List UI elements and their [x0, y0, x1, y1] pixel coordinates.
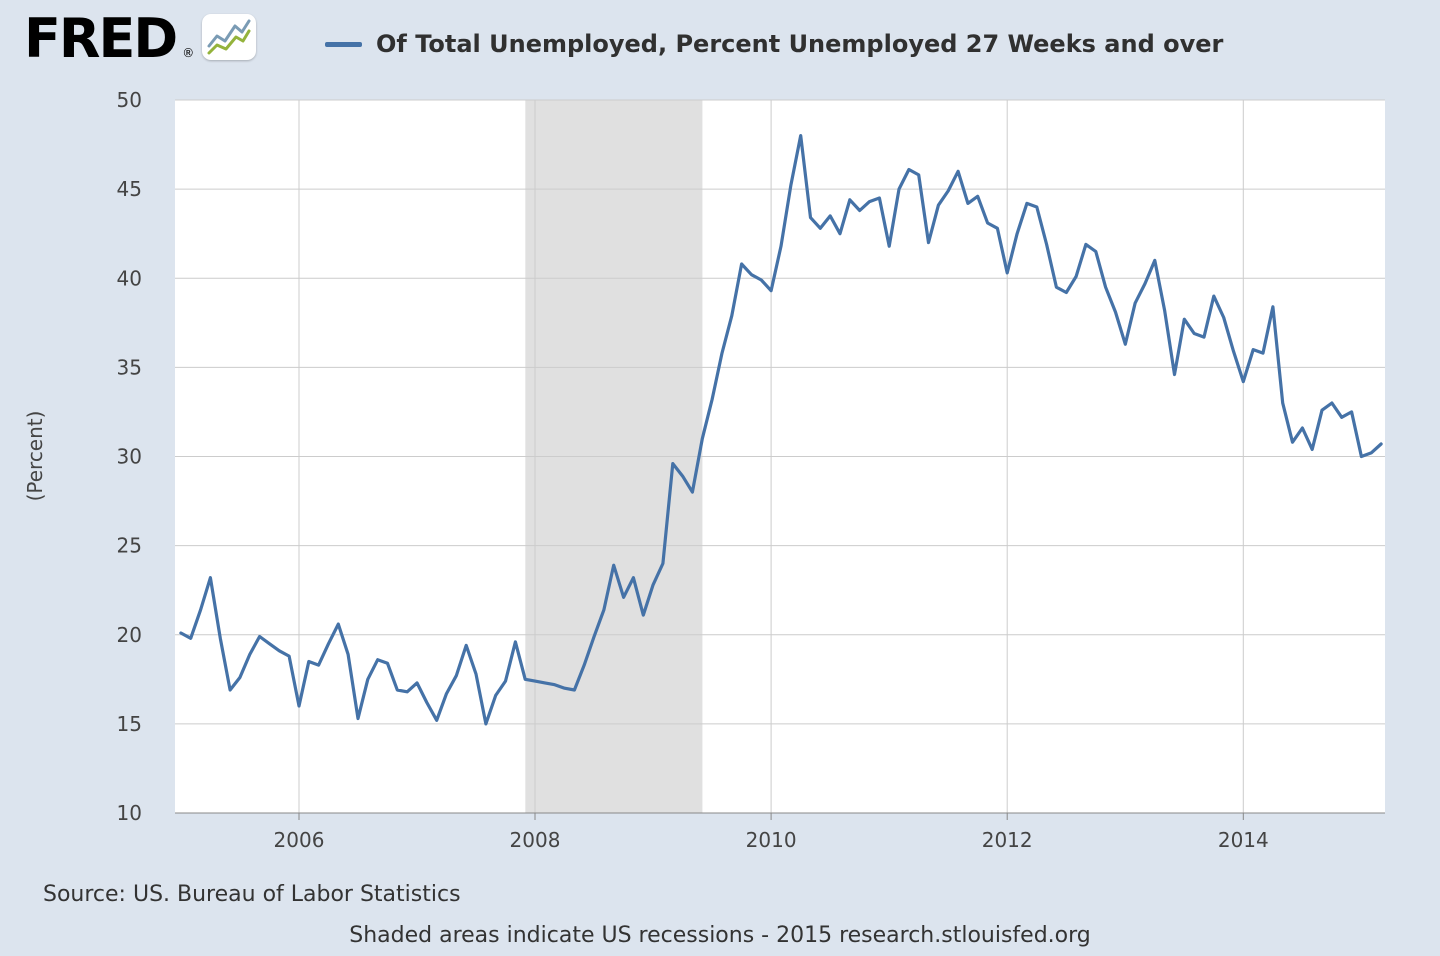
- y-tick-label: 30: [117, 445, 142, 469]
- y-tick-label: 40: [117, 266, 142, 290]
- x-tick-label: 2008: [510, 828, 561, 852]
- x-tick-label: 2010: [746, 828, 797, 852]
- y-tick-label: 20: [117, 623, 142, 647]
- y-tick-label: 25: [117, 534, 142, 558]
- y-tick-label: 15: [117, 712, 142, 736]
- recession-note: Shaded areas indicate US recessions - 20…: [349, 923, 1091, 948]
- source-attribution: Source: US. Bureau of Labor Statistics: [43, 882, 461, 907]
- y-tick-label: 50: [117, 88, 142, 112]
- chart-legend: Of Total Unemployed, Percent Unemployed …: [325, 30, 1223, 58]
- fred-logo: FRED ®: [24, 7, 257, 70]
- fred-sparkline-icon: [202, 14, 257, 60]
- y-axis-label: (Percent): [23, 411, 47, 502]
- series-line: [179, 134, 1383, 726]
- y-tick-label: 35: [117, 355, 142, 379]
- y-tick-label: 45: [117, 177, 142, 201]
- fred-logo-text: FRED: [24, 7, 178, 70]
- x-tick-label: 2006: [274, 828, 325, 852]
- registered-mark: ®: [182, 45, 195, 60]
- y-tick-label: 10: [117, 801, 142, 825]
- x-tick-label: 2012: [982, 828, 1033, 852]
- legend-series-label: Of Total Unemployed, Percent Unemployed …: [376, 30, 1224, 58]
- chart-plot: 10 15 20 25 30 35 40 45 50 2006 2008 2010 2012 2014: [117, 88, 1385, 852]
- legend-line-swatch-icon: [325, 41, 362, 47]
- sparkline-glyph: [207, 19, 251, 55]
- x-tick-label: 2014: [1218, 828, 1269, 852]
